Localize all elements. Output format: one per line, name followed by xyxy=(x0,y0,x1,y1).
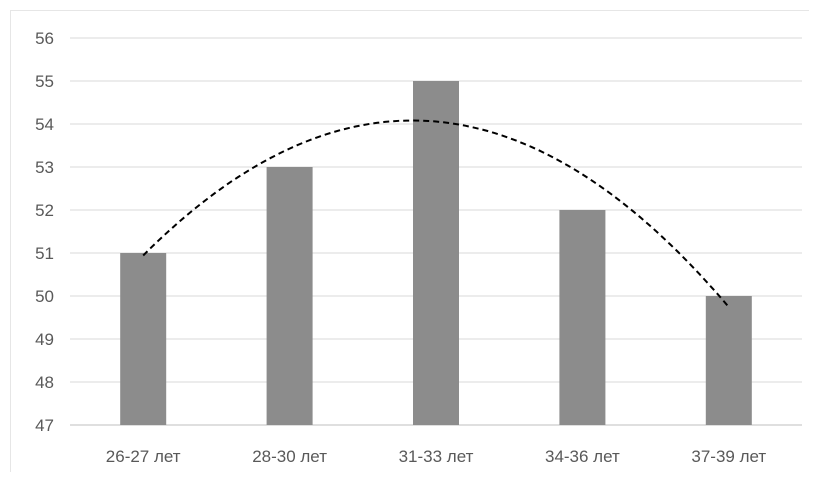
x-tick-label: 26-27 лет xyxy=(106,447,181,466)
bar xyxy=(559,210,606,425)
y-tick-label: 54 xyxy=(35,115,54,134)
y-tick-label: 50 xyxy=(35,287,54,306)
x-axis-tick-labels: 26-27 лет 28-30 лет 31-33 лет 34-36 лет 37-3… xyxy=(106,447,767,466)
y-tick-label: 49 xyxy=(35,330,54,349)
bar xyxy=(120,253,167,425)
y-tick-label: 47 xyxy=(35,416,54,435)
trendline xyxy=(142,119,730,308)
bar xyxy=(413,81,459,425)
bar xyxy=(705,296,752,425)
x-tick-label: 28-30 лет xyxy=(252,447,327,466)
y-tick-label: 55 xyxy=(35,72,54,91)
y-tick-label: 56 xyxy=(35,29,54,48)
y-tick-label: 52 xyxy=(35,201,54,220)
x-tick-label: 31-33 лет xyxy=(399,447,474,466)
x-tick-label: 34-36 лет xyxy=(545,447,620,466)
bar xyxy=(266,167,313,425)
y-tick-label: 51 xyxy=(35,244,54,263)
bars xyxy=(120,81,752,425)
y-tick-label: 48 xyxy=(35,373,54,392)
y-tick-label: 53 xyxy=(35,158,54,177)
chart-frame xyxy=(10,10,809,472)
x-tick-label: 37-39 лет xyxy=(691,447,766,466)
y-axis-tick-labels: 47 48 49 50 51 52 53 54 55 56 xyxy=(35,29,54,435)
